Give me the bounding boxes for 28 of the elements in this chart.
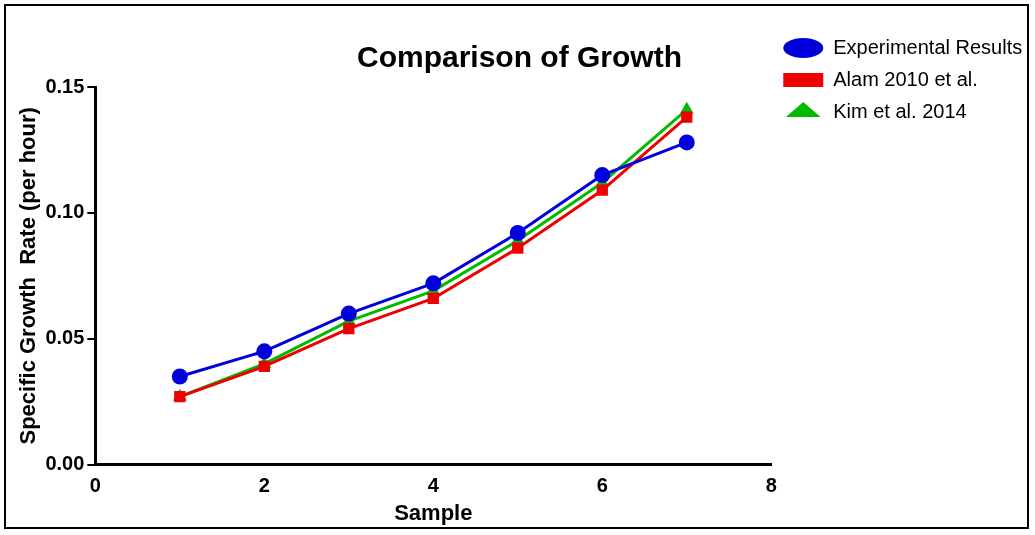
point bbox=[594, 167, 611, 184]
point bbox=[343, 323, 355, 335]
point bbox=[425, 275, 442, 292]
x-tick-label: 4 bbox=[427, 474, 440, 497]
point bbox=[509, 225, 526, 242]
point bbox=[258, 360, 270, 373]
legend-label: Kim et al. 2014 bbox=[833, 99, 967, 122]
point bbox=[340, 305, 357, 322]
chart-title: Comparison of Growth bbox=[357, 40, 682, 74]
x-tick-label: 0 bbox=[89, 474, 101, 497]
y-axis-title: Specific Growth Rate (per hour) bbox=[15, 107, 41, 445]
x-tick-label: 2 bbox=[258, 474, 270, 497]
y-tick-label: 0.00 bbox=[45, 452, 85, 475]
x-tick-label: 8 bbox=[765, 474, 777, 497]
point bbox=[681, 111, 693, 123]
x-axis-title: Sample bbox=[394, 499, 473, 525]
point bbox=[256, 343, 273, 360]
point bbox=[678, 134, 695, 151]
point bbox=[171, 368, 188, 385]
x-tick-label: 6 bbox=[596, 474, 608, 497]
point bbox=[427, 292, 439, 305]
legend-label: Alam 2010 et al. bbox=[833, 67, 978, 90]
y-tick-label: 0.10 bbox=[45, 200, 85, 223]
y-tick-label: 0.05 bbox=[45, 326, 85, 349]
legend-label: Experimental Results bbox=[833, 35, 1023, 58]
point bbox=[512, 242, 524, 254]
point bbox=[596, 184, 608, 196]
y-tick-label: 0.15 bbox=[45, 74, 85, 97]
